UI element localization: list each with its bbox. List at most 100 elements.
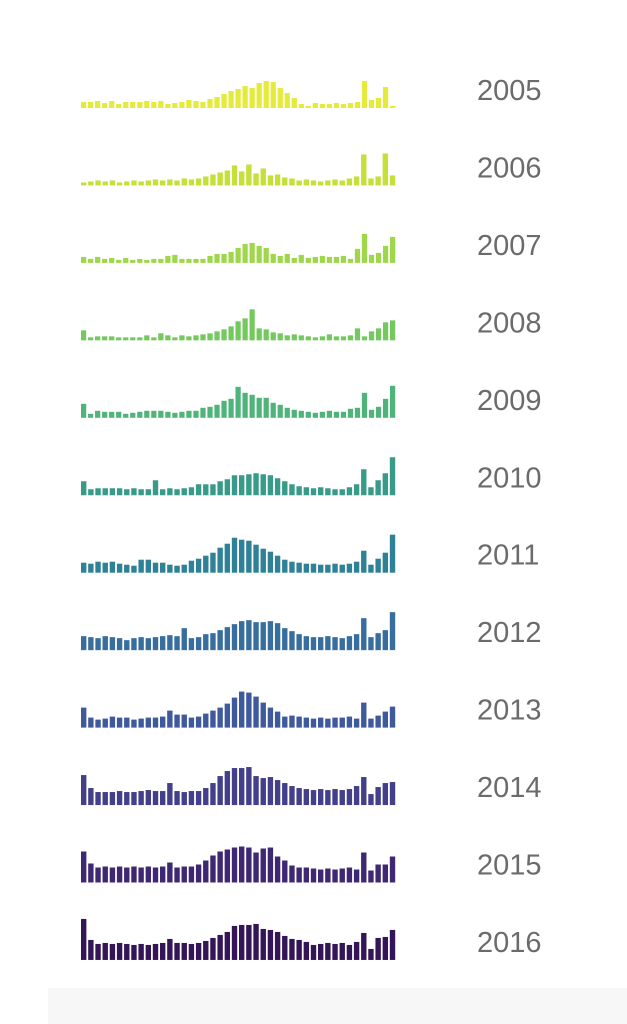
bar-2005-22 (228, 91, 234, 108)
bar-2005-10 (144, 101, 150, 108)
bar-2009-20 (214, 404, 220, 418)
bar-2009-33 (305, 411, 311, 418)
bar-2007-39 (347, 258, 354, 263)
bar-2016-44 (389, 929, 396, 960)
bar-2012-2 (88, 637, 94, 651)
bar-2011-38 (346, 563, 353, 573)
bar-2011-8 (131, 565, 137, 573)
bar-2006-12 (160, 180, 166, 186)
bar-2016-12 (160, 942, 166, 960)
bar-2011-33 (310, 563, 317, 573)
bar-2006-10 (145, 180, 152, 186)
bar-2010-19 (210, 484, 216, 496)
bar-2012-11 (152, 637, 159, 651)
bar-2013-29 (282, 716, 288, 728)
bar-2007-44 (382, 245, 389, 263)
bar-2008-29 (277, 333, 283, 341)
bar-2010-16 (188, 487, 195, 496)
bar-2011-34 (318, 564, 324, 573)
year-label-2011: 2011 (477, 540, 539, 572)
bar-2007-31 (291, 257, 297, 263)
bar-2015-3 (95, 867, 101, 883)
bar-2016-35 (325, 942, 331, 960)
bar-2005-25 (249, 88, 255, 108)
year-label-2015: 2015 (477, 850, 542, 882)
bar-2015-17 (195, 864, 202, 883)
bar-2010-28 (274, 478, 281, 496)
bar-2005-16 (186, 100, 192, 108)
bar-2011-20 (217, 547, 223, 573)
bar-2009-38 (340, 411, 347, 418)
bar-2010-22 (231, 475, 238, 496)
bar-2010-30 (289, 484, 295, 496)
bar-2011-7 (124, 564, 130, 573)
bar-2012-16 (188, 638, 195, 651)
bar-2013-18 (203, 713, 209, 728)
bar-2006-38 (346, 178, 353, 186)
bar-2008-43 (375, 328, 382, 341)
year-label-2014: 2014 (477, 772, 542, 804)
bar-2005-12 (158, 101, 164, 108)
bar-2006-43 (382, 153, 389, 186)
bar-2016-32 (303, 941, 310, 960)
bottom-band (48, 988, 627, 1024)
bar-2007-19 (207, 255, 213, 263)
bar-2014-34 (318, 789, 324, 806)
bar-2015-15 (181, 866, 187, 883)
bar-2014-41 (368, 794, 374, 806)
bar-2008-12 (158, 333, 164, 341)
bar-2013-2 (88, 717, 94, 728)
bar-2010-2 (88, 489, 94, 496)
bar-2010-32 (303, 487, 310, 496)
bar-2010-9 (138, 489, 144, 496)
bar-2006-17 (195, 178, 202, 186)
bar-2011-3 (95, 561, 101, 573)
bar-2014-22 (231, 768, 238, 806)
bar-2010-38 (346, 487, 353, 496)
bar-2014-3 (95, 792, 101, 806)
bar-2005-44 (382, 87, 389, 108)
bar-2005-5 (109, 101, 115, 108)
bar-2006-23 (239, 171, 245, 186)
bar-2009-14 (172, 412, 178, 418)
bar-2009-10 (144, 410, 150, 418)
bar-2014-11 (152, 791, 159, 806)
bar-2005-28 (270, 82, 276, 108)
bar-2007-36 (326, 256, 332, 263)
row-2016: 2016 (81, 918, 542, 960)
bar-2012-7 (124, 640, 130, 651)
bar-2007-6 (116, 259, 122, 263)
bar-2013-35 (325, 718, 331, 728)
bar-2005-3 (95, 101, 101, 108)
bar-2009-34 (312, 412, 318, 418)
bar-2016-21 (224, 931, 231, 960)
bar-2006-5 (109, 180, 116, 186)
bar-2006-33 (310, 180, 317, 186)
bar-2013-44 (389, 706, 396, 728)
bar-2011-6 (116, 563, 123, 573)
bar-2006-37 (339, 180, 345, 186)
bar-2010-1 (81, 481, 87, 496)
bar-2009-13 (165, 411, 171, 418)
bar-2016-19 (210, 937, 216, 960)
bar-2014-31 (296, 788, 302, 806)
bar-2005-7 (123, 102, 129, 108)
bar-2007-34 (312, 256, 318, 263)
bar-2015-8 (131, 866, 137, 883)
bar-2015-33 (310, 868, 317, 883)
bar-2009-17 (193, 410, 199, 418)
bar-2016-7 (124, 943, 130, 960)
bar-2013-22 (231, 697, 238, 728)
bar-2007-1 (81, 256, 87, 263)
bar-2013-25 (253, 696, 259, 728)
bar-2012-37 (339, 638, 345, 651)
bar-2005-15 (179, 102, 185, 108)
bar-2016-25 (253, 923, 259, 960)
bar-2010-35 (325, 488, 331, 496)
bar-2012-22 (231, 624, 238, 651)
year-label-2016: 2016 (477, 927, 542, 959)
bar-2013-1 (81, 707, 87, 728)
bar-2011-5 (109, 561, 116, 573)
bar-2012-17 (195, 637, 202, 651)
bar-2012-12 (160, 636, 166, 651)
